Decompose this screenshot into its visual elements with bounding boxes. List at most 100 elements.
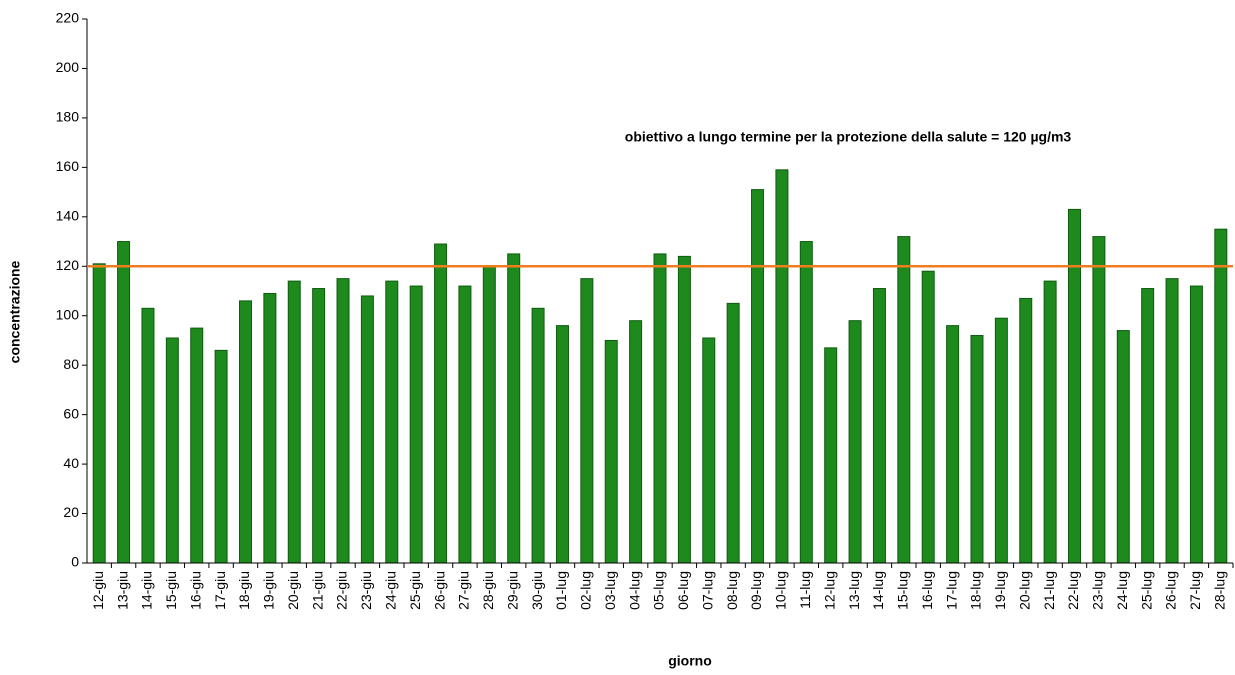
bar — [263, 292, 277, 564]
x-tick-label: 29-giu — [504, 571, 520, 610]
x-tick-label: 22-giu — [334, 571, 350, 610]
y-tick-label: 0 — [71, 554, 79, 570]
bar — [214, 349, 228, 564]
bar — [555, 325, 569, 564]
bar — [190, 327, 204, 564]
x-tick-label: 08-lug — [724, 571, 740, 610]
x-tick-label: 17-lug — [943, 571, 959, 610]
x-tick-label: 21-giu — [309, 571, 325, 610]
bar — [336, 278, 350, 564]
bar — [1116, 330, 1130, 564]
x-tick-label: 12-lug — [821, 571, 837, 610]
bar — [409, 285, 423, 564]
y-axis-label: concentrazione — [7, 260, 23, 363]
x-tick-label: 26-giu — [431, 571, 447, 610]
x-tick-label: 23-giu — [358, 571, 374, 610]
bar — [848, 320, 862, 564]
bar — [141, 307, 155, 564]
x-tick-label: 20-giu — [285, 571, 301, 610]
bar — [872, 288, 886, 564]
x-tick-label: 19-lug — [992, 571, 1008, 610]
x-tick-label: 17-giu — [212, 571, 228, 610]
bar — [507, 253, 521, 564]
bar — [824, 347, 838, 564]
y-tick-label: 60 — [63, 405, 79, 421]
x-tick-label: 27-giu — [456, 571, 472, 610]
y-tick-label: 20 — [63, 504, 79, 520]
bar — [385, 280, 399, 564]
x-tick-label: 15-giu — [163, 571, 179, 610]
y-tick-label: 140 — [56, 208, 80, 224]
x-tick-label: 11-lug — [797, 571, 813, 609]
x-tick-label: 25-giu — [407, 571, 423, 610]
bar — [287, 280, 301, 564]
x-tick-label: 06-lug — [675, 571, 691, 610]
bar — [775, 169, 789, 564]
x-tick-label: 24-lug — [1114, 571, 1130, 610]
x-tick-label: 25-lug — [1138, 571, 1154, 610]
bar — [629, 320, 643, 564]
x-tick-label: 28-giu — [480, 571, 496, 610]
x-tick-label: 09-lug — [748, 571, 764, 610]
x-tick-label: 13-lug — [846, 571, 862, 610]
bar — [312, 288, 326, 564]
bar — [604, 339, 618, 564]
bar — [580, 278, 594, 564]
bar — [482, 265, 496, 564]
x-tick-label: 15-lug — [895, 571, 911, 610]
x-tick-label: 04-lug — [626, 571, 642, 610]
x-tick-label: 02-lug — [578, 571, 594, 610]
y-tick-label: 100 — [56, 306, 80, 322]
x-tick-label: 12-giu — [90, 571, 106, 610]
bar — [751, 189, 765, 564]
y-tick-label: 80 — [63, 356, 79, 372]
x-tick-label: 20-lug — [1016, 571, 1032, 610]
x-tick-label: 01-lug — [553, 571, 569, 610]
bar — [799, 241, 813, 564]
x-tick-label: 03-lug — [602, 571, 618, 610]
bar — [994, 317, 1008, 564]
bar — [726, 302, 740, 564]
x-tick-label: 07-lug — [699, 571, 715, 610]
x-tick-label: 16-lug — [919, 571, 935, 610]
x-tick-label: 14-giu — [139, 571, 155, 610]
bar — [1019, 297, 1033, 564]
x-tick-label: 19-giu — [261, 571, 277, 610]
bar — [360, 295, 374, 564]
bar — [92, 263, 106, 564]
bar — [677, 255, 691, 564]
bar — [1068, 208, 1082, 564]
x-tick-label: 28-lug — [1212, 571, 1228, 610]
bar — [1141, 288, 1155, 564]
bar — [165, 337, 179, 564]
bar — [897, 236, 911, 564]
x-tick-label: 05-lug — [651, 571, 667, 610]
bar — [921, 270, 935, 564]
x-tick-label: 14-lug — [870, 571, 886, 610]
x-axis-label: giorno — [668, 653, 712, 669]
bar — [653, 253, 667, 564]
x-tick-label: 26-lug — [1163, 571, 1179, 610]
bar — [970, 335, 984, 564]
bar — [946, 325, 960, 564]
x-tick-label: 27-lug — [1187, 571, 1203, 610]
bar — [458, 285, 472, 564]
x-tick-label: 22-lug — [1065, 571, 1081, 610]
y-tick-label: 160 — [56, 158, 80, 174]
x-tick-label: 13-giu — [114, 571, 130, 610]
bar — [531, 307, 545, 564]
x-tick-label: 18-giu — [236, 571, 252, 610]
y-tick-label: 180 — [56, 109, 80, 125]
x-tick-label: 16-giu — [187, 571, 203, 610]
x-tick-label: 30-giu — [529, 571, 545, 610]
bar — [238, 300, 252, 564]
bar — [434, 243, 448, 564]
bar — [1214, 228, 1228, 564]
y-tick-label: 200 — [56, 59, 80, 75]
y-tick-label: 40 — [63, 455, 79, 471]
x-tick-label: 24-giu — [382, 571, 398, 610]
bar — [1092, 236, 1106, 564]
annotation: obiettivo a lungo termine per la protezi… — [625, 129, 1072, 145]
bar — [117, 241, 131, 564]
